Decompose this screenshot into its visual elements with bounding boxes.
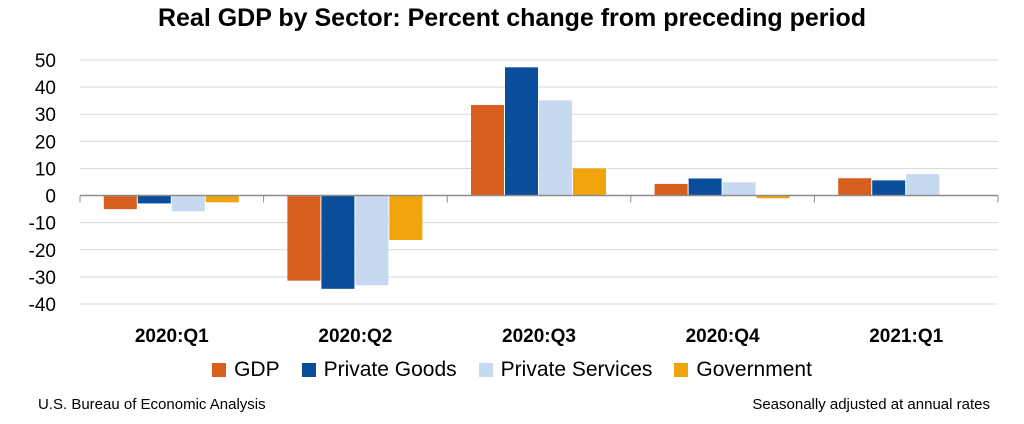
x-category-label: 2021:Q1 xyxy=(869,326,943,347)
bar xyxy=(505,67,538,196)
bar xyxy=(722,182,756,196)
y-tick-label: -40 xyxy=(29,295,56,316)
legend-swatch-private-services xyxy=(478,363,493,377)
legend-swatch-gdp xyxy=(212,363,227,377)
bar xyxy=(103,195,137,210)
adjustment-note: Seasonally adjusted at annual rates xyxy=(752,396,990,413)
y-tick-label: -30 xyxy=(29,268,56,289)
y-tick-label: 30 xyxy=(35,105,56,126)
legend: GDP Private Goods Private Services Gover… xyxy=(0,358,1024,382)
legend-item-gdp: GDP xyxy=(212,358,280,382)
bar xyxy=(872,180,906,196)
bar xyxy=(906,174,940,196)
legend-item-private-goods: Private Goods xyxy=(301,358,457,382)
legend-swatch-government xyxy=(674,363,689,377)
bar xyxy=(137,195,171,204)
legend-label-private-goods: Private Goods xyxy=(323,358,457,381)
legend-item-private-services: Private Services xyxy=(478,358,653,382)
bar xyxy=(355,195,389,286)
y-tick-label: -20 xyxy=(29,241,56,262)
legend-label-government: Government xyxy=(696,358,812,381)
legend-item-government: Government xyxy=(674,358,812,382)
y-tick-label: 10 xyxy=(35,159,56,180)
y-tick-label: 20 xyxy=(35,132,56,153)
x-category-label: 2020:Q1 xyxy=(135,326,209,347)
x-category-label: 2020:Q4 xyxy=(686,326,760,347)
bar xyxy=(838,178,872,196)
x-category-label: 2020:Q2 xyxy=(318,326,392,347)
y-tick-label: 0 xyxy=(45,187,56,208)
bar xyxy=(688,178,722,196)
x-category-label: 2020:Q3 xyxy=(502,326,576,347)
bar xyxy=(205,195,239,203)
chart-title: Real GDP by Sector: Percent change from … xyxy=(157,4,867,32)
bar xyxy=(389,195,423,241)
y-tick-label: 40 xyxy=(35,78,56,99)
bar xyxy=(756,195,790,199)
y-tick-label: 50 xyxy=(35,51,56,72)
bar xyxy=(171,195,205,212)
bar xyxy=(654,183,688,196)
bar xyxy=(539,100,572,196)
legend-label-gdp: GDP xyxy=(234,358,280,381)
legend-swatch-private-goods xyxy=(301,363,316,377)
bar xyxy=(321,195,355,289)
bar xyxy=(573,168,606,196)
source-note: U.S. Bureau of Economic Analysis xyxy=(38,396,266,413)
legend-label-private-services: Private Services xyxy=(500,358,653,381)
bar xyxy=(287,195,321,281)
bar xyxy=(471,105,504,196)
y-tick-label: -10 xyxy=(29,214,56,235)
